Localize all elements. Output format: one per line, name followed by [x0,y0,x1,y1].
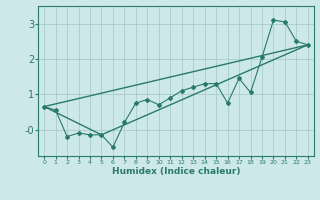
X-axis label: Humidex (Indice chaleur): Humidex (Indice chaleur) [112,167,240,176]
